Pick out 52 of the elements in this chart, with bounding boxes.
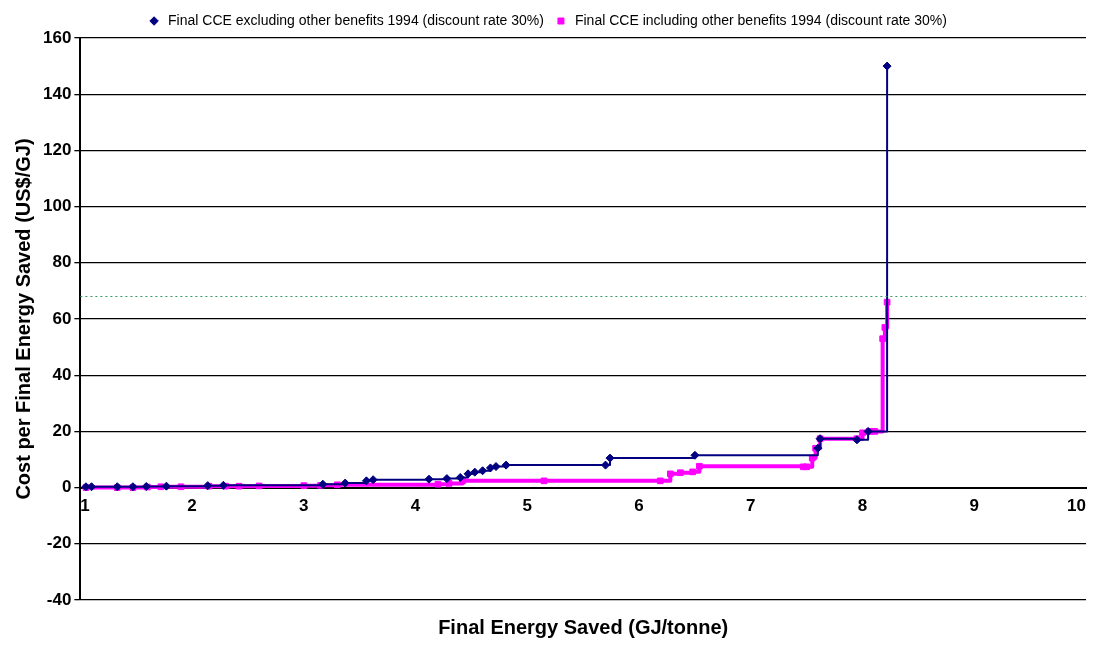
point (501, 460, 511, 470)
y-tick-label: 60 (52, 308, 72, 328)
y-tick-label: 100 (42, 196, 72, 216)
x-tick-label: 2 (187, 496, 197, 516)
point (656, 477, 664, 485)
y-axis-title: Cost per Final Energy Saved (US$/GJ) (11, 138, 34, 500)
point (361, 476, 371, 486)
point (690, 450, 700, 460)
point (491, 462, 501, 472)
point (470, 467, 480, 477)
x-tick-label: 5 (522, 496, 533, 516)
y-tick-label: -40 (46, 589, 72, 609)
point (879, 335, 886, 342)
x-tick-label: 7 (746, 496, 756, 516)
x-tick-label: 10 (1067, 496, 1086, 516)
point (424, 474, 434, 484)
point (689, 468, 697, 476)
point (218, 480, 228, 490)
point (605, 453, 615, 463)
y-tick-label: 20 (52, 421, 72, 441)
point (434, 480, 442, 488)
x-tick-label: 3 (299, 496, 309, 516)
y-tick-label: 120 (42, 140, 72, 160)
point (340, 478, 350, 488)
x-tick-label: 9 (969, 496, 979, 516)
point (540, 477, 548, 485)
x-tick-label: 1 (80, 496, 90, 516)
legend-label: Final CCE excluding other benefits 1994 (discount rate 30%) (168, 11, 544, 28)
point (485, 463, 495, 473)
y-tick-label: 140 (42, 83, 72, 103)
legend-label: Final CCE including other benefits 1994 (discount rate 30%) (574, 11, 947, 28)
x-axis-title: Final Energy Saved (GJ/tonne) (438, 615, 729, 638)
y-tick-label: 40 (52, 364, 72, 384)
point (478, 466, 488, 476)
point (882, 61, 892, 71)
point (87, 482, 97, 492)
point (368, 475, 378, 485)
point (442, 474, 452, 484)
point (455, 472, 465, 482)
point (696, 462, 703, 470)
x-tick-label: 6 (634, 496, 644, 516)
point (813, 443, 823, 453)
point (667, 470, 674, 478)
y-tick-label: 80 (52, 252, 72, 272)
y-tick-label: 160 (42, 27, 72, 47)
point (318, 479, 328, 489)
y-tick-label: -20 (46, 533, 72, 553)
x-tick-label: 8 (857, 496, 868, 516)
y-tick-label: 0 (61, 477, 72, 497)
point (161, 481, 171, 491)
point (677, 469, 684, 477)
x-tick-label: 4 (410, 496, 421, 516)
